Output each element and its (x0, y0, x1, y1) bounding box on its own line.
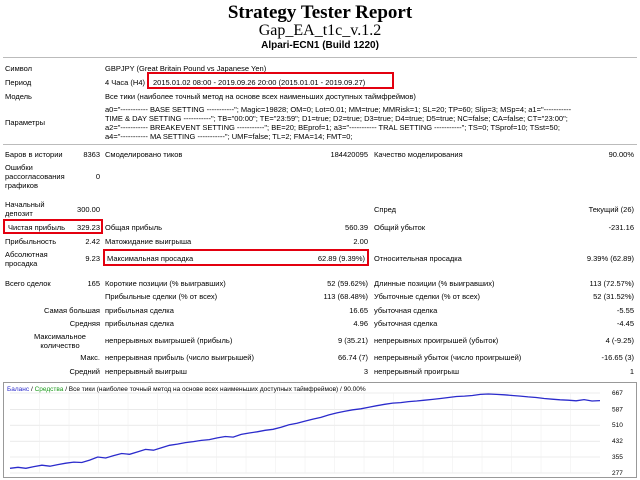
avg-consec-wins-value: 3 (363, 367, 368, 376)
gross-loss-label: Общий убыток (374, 223, 426, 232)
long-value: 113 (72.57%) (589, 279, 634, 288)
largest-profit-label: прибыльная сделка (105, 306, 174, 315)
net-value: 329.23 (77, 223, 100, 232)
avg-loss-label: убыточная сделка (374, 319, 438, 328)
abs-dd-label: Абсолютная просадка (5, 250, 48, 268)
gross-loss-value: -231.16 (608, 223, 634, 232)
rel-dd-label: Относительная просадка (374, 254, 462, 263)
total-trades-value: 165 (87, 279, 100, 288)
rel-dd-value: 9.39% (62.89) (586, 254, 634, 263)
highlight-max-dd (103, 249, 369, 266)
max-consec-profit-label: непрерывная прибыль (число выигрышей) (105, 353, 254, 362)
loss-trades-label: Убыточные сделки (% от всех) (374, 292, 480, 301)
y-tick-label: 587 (612, 406, 623, 413)
avg-consec-losses-label: непрерывный проигрыш (374, 367, 459, 376)
separator (3, 57, 637, 58)
params-line-4: a4="----------- MA SETTING -----------";… (105, 132, 353, 141)
largest-label: Самая большая (44, 306, 100, 315)
model-label: Модель (5, 92, 32, 101)
largest-profit-value: 16.65 (349, 306, 368, 315)
quality-label: Качество моделирования (374, 150, 463, 159)
symbol-value: GBPJPY (Great Britain Pound vs Japanese … (105, 64, 267, 73)
ticks-label: Смоделировано тиков (105, 150, 183, 159)
balance-line (9, 393, 601, 469)
chart-legend: Баланс / Средства / Все тики (наиболее т… (7, 386, 366, 393)
avg-profit-value: 4.96 (353, 319, 368, 328)
chart-plot: 667 587 510 432 355 277 (9, 390, 623, 477)
avg-loss-value: -4.45 (616, 319, 634, 328)
max-consec-losses-value: 4 (-9.25) (605, 336, 634, 345)
max-consec-wins-value: 9 (35.21) (337, 336, 368, 345)
max-consec-losses-label: непрерывных проигрышей (убыток) (374, 336, 499, 345)
deposit-label: Начальный депозит (5, 200, 45, 218)
report-title: Strategy Tester Report (227, 2, 413, 23)
period-prefix: 4 Часа (H4) (105, 78, 146, 87)
bars-label: Баров в истории (5, 150, 63, 159)
avg-profit-label: прибыльная сделка (105, 319, 174, 328)
params-line-1: a0="----------- BASE SETTING -----------… (105, 105, 572, 114)
model-value: Все тики (наиболее точный метод на основ… (105, 92, 416, 101)
short-value: 52 (59.62%) (327, 279, 368, 288)
pf-value: 2.42 (85, 237, 100, 246)
expectation-label: Матожидание выигрыша (105, 237, 192, 246)
bars-value: 8363 (83, 150, 100, 159)
max-consec-loss-value: -16.65 (3) (601, 353, 634, 362)
spread-label: Спред (374, 205, 397, 214)
y-tick-label: 510 (612, 422, 623, 429)
deposit-value: 300.00 (77, 205, 100, 214)
highlight-net (3, 219, 103, 234)
legend-balance: Баланс (7, 386, 30, 393)
profit-trades-value: 113 (68.48%) (323, 292, 368, 301)
period-value: 2015.01.02 08:00 - 2019.09.26 20:00 (201… (153, 78, 366, 87)
y-tick-label: 432 (612, 438, 623, 445)
average-label: Средняя (69, 319, 100, 328)
params-line-3: a2="----------- BREAKEVENT SETTING -----… (105, 123, 560, 132)
long-label: Длинные позиции (% выигравших) (374, 279, 495, 288)
avg-consec-wins-label: непрерывный выигрыш (105, 367, 187, 376)
max-dd-value: 62.89 (9.39%) (317, 254, 365, 263)
params-label: Параметры (5, 118, 45, 127)
gross-profit-label: Общая прибыль (105, 223, 163, 232)
profit-trades-label: Прибыльные сделки (% от всех) (105, 292, 218, 301)
quality-value: 90.00% (608, 150, 634, 159)
params-line-2: TIME & DAY SETTING -----------"; TB="00:… (105, 114, 568, 123)
errors-label: Ошибки рассогласования графиков (5, 163, 65, 190)
separator (3, 144, 637, 145)
max-dd-label: Максимальная просадка (107, 254, 194, 263)
spread-value: Текущий (26) (588, 205, 634, 214)
gross-profit-value: 560.39 (345, 223, 368, 232)
y-tick-label: 277 (612, 470, 623, 477)
pf-label: Прибыльность (5, 237, 57, 246)
avg-consec-losses-value: 1 (629, 367, 634, 376)
highlight-period (147, 72, 394, 89)
errors-value: 0 (95, 172, 100, 181)
short-label: Короткие позиции (% выигравших) (105, 279, 226, 288)
net-label: Чистая прибыль (8, 223, 65, 232)
period-label: Период (5, 78, 32, 87)
ea-name: Gap_EA_t1c_v.1.2 (258, 22, 382, 39)
server-name: Alpari-ECN1 (Build 1220) (261, 40, 379, 51)
symbol-label: Символ (5, 64, 33, 73)
largest-loss-value: -5.55 (616, 306, 634, 315)
total-trades-label: Всего сделок (5, 279, 51, 288)
largest-loss-label: убыточная сделка (374, 306, 438, 315)
y-tick-label: 667 (612, 390, 623, 397)
balance-chart: Баланс / Средства / Все тики (наиболее т… (3, 382, 637, 478)
avg-consec-label: Средний (69, 367, 101, 376)
expectation-value: 2.00 (353, 237, 368, 246)
abs-dd-value: 9.23 (85, 254, 100, 263)
ticks-value: 184420095 (330, 150, 368, 159)
legend-equity: Средства (34, 386, 64, 393)
legend-rest: / Все тики (наиболее точный метод на осн… (65, 386, 366, 393)
max-count-label: Максимальное количество (34, 332, 86, 350)
y-tick-label: 355 (612, 454, 623, 461)
max-label: Макс. (80, 353, 100, 362)
loss-trades-value: 52 (31.52%) (593, 292, 634, 301)
max-consec-wins-label: непрерывных выигрышей (прибыль) (105, 336, 233, 345)
max-consec-loss-label: непрерывный убыток (число проигрышей) (374, 353, 522, 362)
max-consec-profit-value: 66.74 (7) (337, 353, 368, 362)
